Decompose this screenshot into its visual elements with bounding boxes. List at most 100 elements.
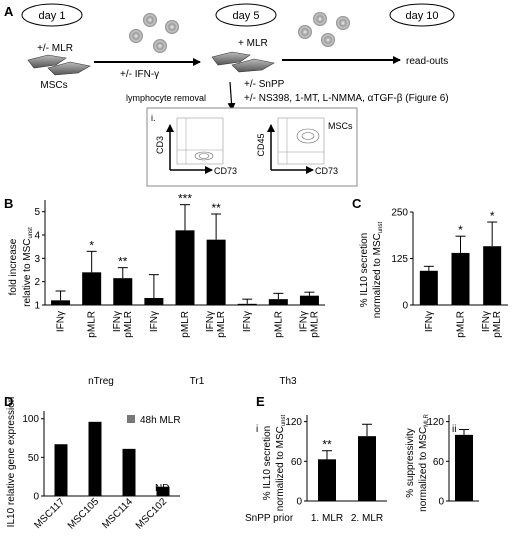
x-tick-label: pMLR — [87, 311, 98, 338]
x-tick-label: MSC114 — [100, 496, 135, 531]
bar — [156, 486, 170, 496]
bar — [483, 246, 502, 305]
cd73-label-2: CD73 — [315, 166, 338, 176]
bar — [318, 459, 336, 501]
x-tick-label: IFNγ — [112, 311, 123, 332]
panel-d: D IL10 relative gene expression 0 50 100 MS… — [4, 394, 181, 532]
panel-e-ii-ylabel-2: normalized to MSCMLR — [418, 413, 430, 511]
lymphocyte-cell — [153, 39, 167, 53]
panel-e-ii-ylabel-2-main: normalized to MSC — [418, 427, 429, 512]
significance-label: ** — [118, 255, 128, 269]
x-tick-label: IFNγ — [481, 311, 492, 332]
panel-d-letter: D — [4, 394, 13, 409]
group-label-th3: Th3 — [279, 376, 297, 387]
panel-c-ylabel-2: normalized to MSCunst — [372, 221, 384, 318]
panel-e-ii-plot: 0 60 120 — [427, 415, 479, 508]
panel-e-sub-ii: ii — [452, 424, 456, 435]
mscs-label: MSCs — [40, 80, 67, 91]
panel-c-ylabel-2-sub: unst — [378, 221, 384, 233]
x-tick-label: pMLR — [180, 311, 191, 338]
y-tick-label: 60 — [291, 457, 303, 468]
y-tick-label: 50 — [28, 453, 40, 464]
group-label-tr1: Tr1 — [190, 376, 205, 387]
y-tick-label: 120 — [427, 417, 444, 428]
y-tick-label: 1 — [34, 301, 40, 312]
x-tick-label: pMLR — [456, 311, 467, 338]
bar — [113, 278, 133, 305]
y-tick-label: 4 — [34, 231, 40, 242]
msc-cells-2 — [211, 51, 275, 73]
day10-label: day 10 — [405, 10, 438, 22]
cd3-label: CD3 — [155, 136, 165, 154]
panel-e-ii-ylabel-2-sub: MLR — [424, 413, 430, 426]
bar — [206, 239, 226, 305]
y-tick-label: 5 — [34, 207, 40, 218]
significance-label: ** — [211, 201, 221, 215]
x-tick-label: IFNγ — [149, 311, 160, 332]
x-tick-label: pMLR — [492, 311, 503, 338]
day10-oval — [389, 3, 455, 27]
y-tick-label: 250 — [391, 208, 408, 219]
panel-e: E i ii % IL10 secretion normalized to MS… — [245, 394, 479, 524]
y-tick-label: 60 — [433, 457, 445, 468]
lymphocyte-cell — [165, 20, 179, 34]
y-tick-label: 120 — [285, 417, 302, 428]
panel-a-letter: A — [4, 4, 14, 19]
panel-b-ylabel-1: fold increase — [8, 238, 19, 295]
flow-plot-cd45: CD45 CD73 MSCs — [256, 117, 353, 176]
panel-e-i-plot: 0 60 120 ** 1. MLR 2. MLR — [285, 415, 387, 524]
y-tick-label: 2 — [34, 277, 40, 288]
lymphocyte-cell — [143, 13, 157, 27]
lymphocyte-removal-label: lymphocyte removal — [126, 93, 206, 103]
lymphocyte-cell — [321, 33, 335, 47]
panel-e-letter: E — [256, 394, 265, 409]
bar — [51, 300, 71, 305]
mlr-plus-label: + MLR — [238, 38, 268, 49]
bar — [88, 421, 102, 496]
x-tick-label: IFNγ — [205, 311, 216, 332]
x-tick-label: IFNγ — [424, 311, 435, 332]
y-tick-label: 100 — [22, 414, 39, 425]
panel-e-i-ylabel-2: normalized to MSCunst — [275, 414, 287, 511]
cd73-label-1: CD73 — [214, 166, 237, 176]
readouts-label: read-outs — [406, 56, 448, 67]
ifn-option-label: +/- IFN-γ — [120, 69, 159, 80]
lymphocyte-cells-2 — [298, 12, 350, 47]
x-tick-label: 1. MLR — [311, 513, 343, 524]
bar — [122, 448, 136, 496]
day1-label: day 1 — [39, 10, 66, 22]
y-tick-label: 0 — [438, 497, 444, 508]
bar — [237, 303, 257, 305]
bar — [358, 436, 376, 501]
flow-plot-cd3: CD3 CD73 — [155, 117, 237, 176]
arrow-lymphocyte-removal — [227, 81, 236, 111]
inset-label-i: i. — [151, 113, 156, 123]
panel-e-ii-ylabel-1: % suppressivity — [405, 428, 416, 497]
bar — [299, 295, 319, 305]
significance-label: * — [89, 238, 94, 252]
x-tick-label: MSC105 — [66, 496, 102, 532]
x-tick-label: 2. MLR — [351, 513, 383, 524]
snpp-prior-label: SnPP prior — [245, 513, 294, 524]
x-tick-label: pMLR — [216, 311, 227, 338]
bar — [268, 299, 288, 305]
x-tick-label: IFNγ — [56, 311, 67, 332]
significance-label: ** — [322, 438, 332, 452]
bar — [82, 272, 102, 305]
mscs-inset-label: MSCs — [328, 121, 353, 131]
x-tick-label: pMLR — [123, 311, 134, 338]
bar — [419, 270, 438, 305]
lymphocyte-cell — [298, 25, 312, 39]
snpp-label: +/- SnPP — [244, 79, 285, 90]
lymphocyte-cell — [313, 12, 327, 26]
bar — [175, 230, 195, 305]
panel-b-letter: B — [4, 196, 13, 211]
bar — [455, 434, 473, 501]
panel-c-letter: C — [352, 196, 362, 211]
x-tick-label: IFNγ — [242, 311, 253, 332]
bar — [54, 444, 68, 496]
x-tick-label: pMLR — [273, 311, 284, 338]
